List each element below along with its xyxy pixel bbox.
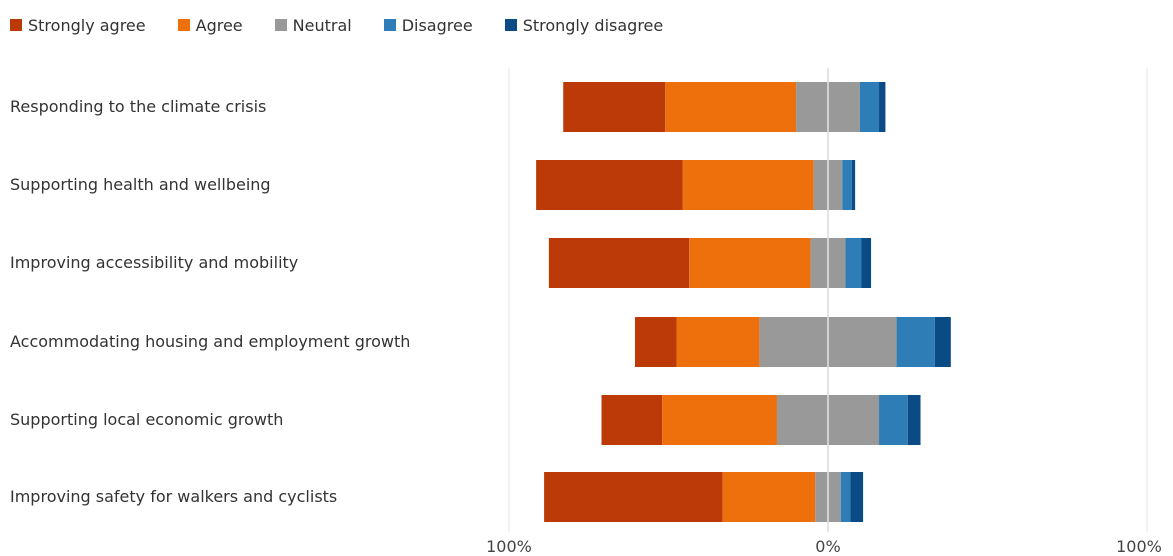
bar-segment-disagree[interactable]	[879, 395, 908, 445]
bar-segment-agree[interactable]	[665, 82, 797, 132]
legend-item-neutral[interactable]: Neutral	[274, 15, 352, 35]
legend-swatch	[10, 19, 22, 31]
legend-label: Disagree	[401, 15, 473, 35]
bar-segment-strongly-agree[interactable]	[635, 317, 677, 367]
bar-segment-strongly-agree[interactable]	[563, 82, 666, 132]
category-label: Accommodating housing and employment gro…	[10, 332, 411, 351]
category-label: Supporting local economic growth	[10, 410, 284, 429]
bar-segment-strongly-disagree[interactable]	[934, 317, 951, 367]
bar-segment-agree[interactable]	[689, 238, 811, 288]
x-tick-label: 0%	[815, 537, 840, 556]
category-label: Supporting health and wellbeing	[10, 175, 271, 194]
legend-item-strongly-agree[interactable]: Strongly agree	[10, 16, 146, 35]
bar-segment-strongly-agree[interactable]	[544, 472, 723, 522]
bar-segment-disagree[interactable]	[840, 472, 851, 522]
category-label: Responding to the climate crisis	[10, 97, 267, 116]
bar-segment-strongly-agree[interactable]	[548, 238, 690, 288]
legend-swatch	[383, 19, 396, 31]
legend: Strongly agree Agree Neutral Disagree Strong…	[10, 14, 695, 36]
bar-segment-strongly-disagree[interactable]	[850, 472, 864, 522]
bar-segment-agree[interactable]	[722, 472, 816, 522]
bar-segment-disagree[interactable]	[842, 160, 852, 210]
legend-swatch	[177, 19, 190, 31]
bar-segment-agree[interactable]	[682, 160, 814, 210]
legend-label: Strongly disagree	[522, 15, 664, 35]
legend-item-disagree[interactable]: Disagree	[383, 15, 473, 35]
legend-label: Neutral	[292, 15, 352, 35]
legend-label: Strongly agree	[28, 15, 146, 35]
legend-swatch	[504, 19, 517, 31]
bar-segment-strongly-disagree[interactable]	[851, 160, 856, 210]
bar-segment-agree[interactable]	[676, 317, 760, 367]
x-tick-label: 100%	[1116, 537, 1162, 556]
x-tick-label: 100%	[486, 537, 532, 556]
bar-segment-strongly-disagree[interactable]	[861, 238, 872, 288]
bar-segment-disagree[interactable]	[896, 317, 935, 367]
bar-segment-disagree[interactable]	[845, 238, 862, 288]
category-label: Improving accessibility and mobility	[10, 253, 299, 272]
legend-item-strongly-disagree[interactable]: Strongly disagree	[504, 15, 664, 35]
legend-item-agree[interactable]: Agree	[177, 15, 243, 35]
bar-segment-strongly-disagree[interactable]	[879, 82, 886, 132]
legend-label: Agree	[195, 15, 243, 35]
bar-segment-strongly-agree[interactable]	[601, 395, 663, 445]
legend-swatch	[274, 19, 287, 31]
bar-segment-disagree[interactable]	[859, 82, 880, 132]
bar-segment-strongly-agree[interactable]	[536, 160, 683, 210]
category-label: Improving safety for walkers and cyclist…	[10, 487, 338, 506]
bar-segment-strongly-disagree[interactable]	[907, 395, 921, 445]
bar-segment-agree[interactable]	[662, 395, 777, 445]
